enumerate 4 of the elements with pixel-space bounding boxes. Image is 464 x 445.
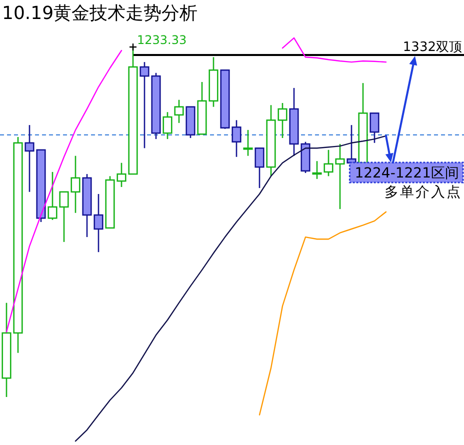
annotation: 1224-1221区间 (348, 162, 464, 184)
annotation: 多单介入点 (384, 184, 462, 200)
title: 10.19黄金技术走势分析 (2, 3, 198, 24)
annotation: 1224-1221区间 (354, 166, 459, 182)
